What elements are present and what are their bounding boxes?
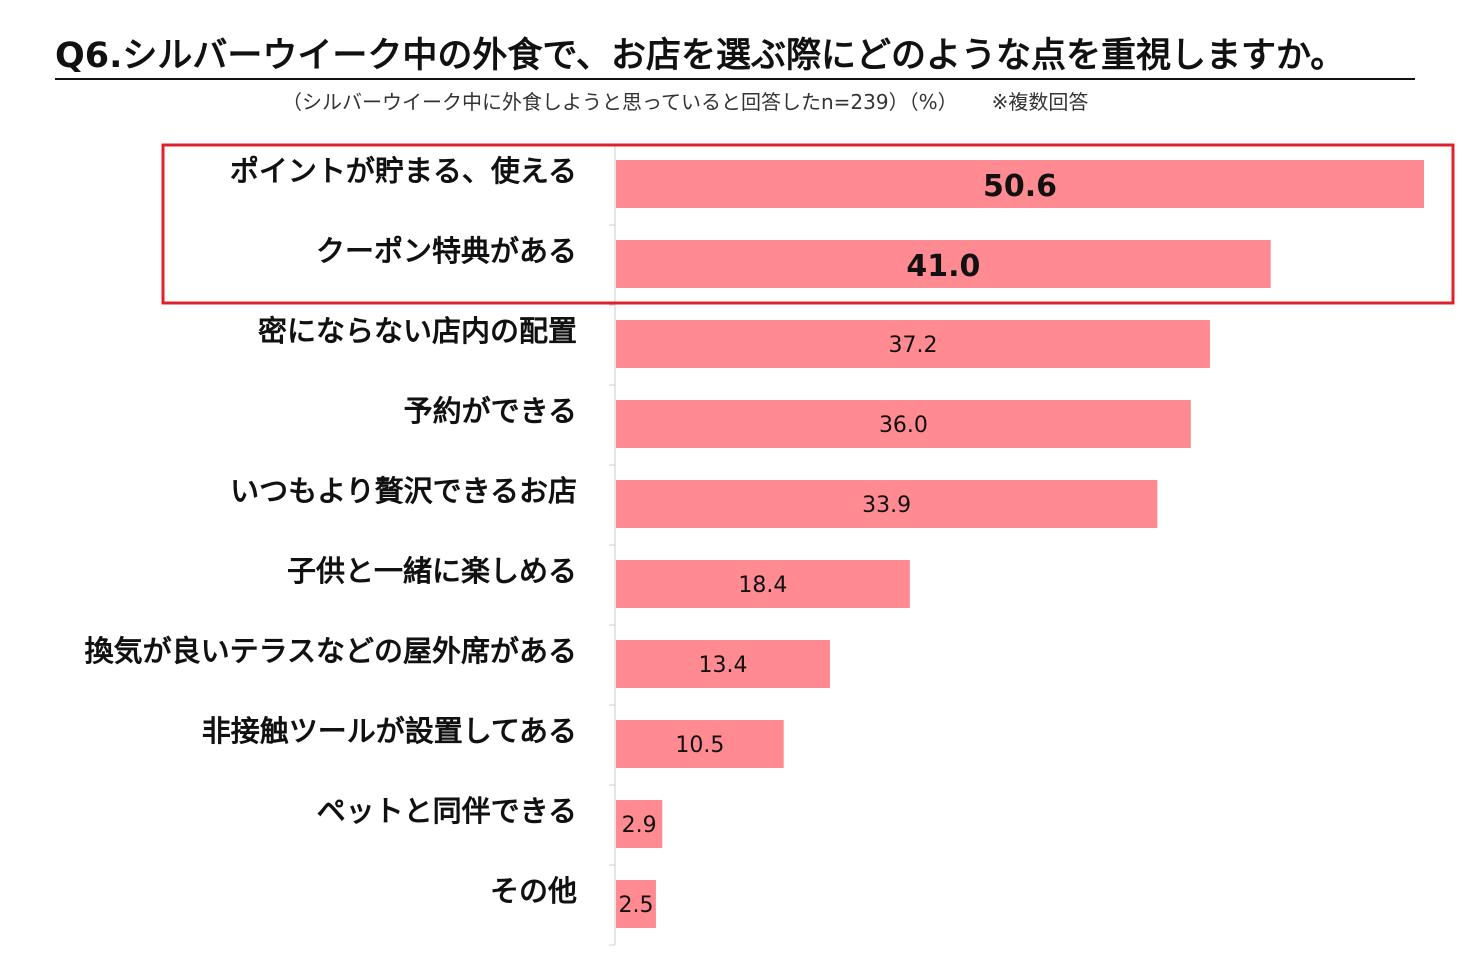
bar: [616, 560, 910, 608]
category-label: 予約ができる: [404, 394, 577, 428]
bar: [616, 720, 784, 768]
highlight-box: [161, 143, 1455, 305]
category-label: 子供と一緒に楽しめる: [287, 554, 577, 588]
bar: [616, 640, 830, 688]
bar: [616, 240, 1271, 288]
bar: [616, 320, 1211, 368]
chart-title: Q6.シルバーウイーク中の外食で、お店を選ぶ際にどのような点を重視しますか。: [55, 36, 1415, 81]
chart-subtitle: （シルバーウイーク中に外食しようと思っていると回答したn=239）（%） ※複数回…: [282, 86, 1088, 115]
data-label: 2.5: [618, 893, 653, 918]
data-label: 37.2: [889, 333, 938, 358]
category-label: 密にならない店内の配置: [258, 314, 577, 348]
data-label: 33.9: [862, 493, 911, 518]
category-label: ポイントが貯まる、使える: [230, 154, 577, 188]
category-label: その他: [490, 874, 577, 908]
data-label: 10.5: [675, 733, 724, 758]
sample-note: （シルバーウイーク中に外食しようと思っていると回答したn=239）（%）: [282, 90, 958, 114]
category-label: クーポン特典がある: [316, 234, 577, 268]
bar: [616, 480, 1158, 528]
category-label: ペットと同伴できる: [317, 794, 577, 828]
data-label: 50.6: [983, 169, 1057, 204]
category-label: 換気が良いテラスなどの屋外席がある: [85, 634, 577, 668]
data-label: 2.9: [622, 813, 657, 838]
data-label: 18.4: [738, 573, 787, 598]
data-label: 41.0: [906, 249, 980, 284]
bar: [616, 160, 1424, 208]
bar: [616, 880, 656, 928]
data-label: 13.4: [698, 653, 747, 678]
data-label: 36.0: [879, 413, 928, 438]
category-label: 非接触ツールが設置してある: [202, 714, 577, 748]
multiple-answer-note: ※複数回答: [991, 90, 1089, 114]
category-label: いつもより贅沢できるお店: [230, 474, 577, 508]
bar: [616, 800, 663, 848]
bar: [616, 400, 1191, 448]
